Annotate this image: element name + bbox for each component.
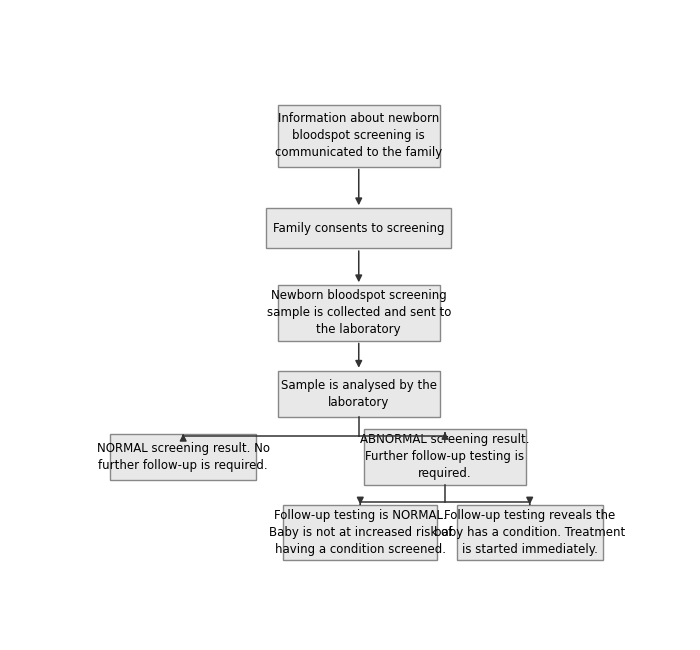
FancyBboxPatch shape [456,504,603,560]
Text: Follow-up testing is NORMAL.
Baby is not at increased risk of
having a condition: Follow-up testing is NORMAL. Baby is not… [269,509,452,556]
FancyBboxPatch shape [278,285,440,341]
Text: ABNORMAL screening result.
Further follow-up testing is
required.: ABNORMAL screening result. Further follo… [360,434,530,480]
Text: Information about newborn
bloodspot screening is
communicated to the family: Information about newborn bloodspot scre… [275,112,442,159]
Text: Follow-up testing reveals the
baby has a condition. Treatment
is started immedia: Follow-up testing reveals the baby has a… [434,509,625,556]
Text: NORMAL screening result. No
further follow-up is required.: NORMAL screening result. No further foll… [97,442,270,472]
FancyBboxPatch shape [110,434,256,480]
FancyBboxPatch shape [284,504,438,560]
FancyBboxPatch shape [278,105,440,166]
FancyBboxPatch shape [278,370,440,417]
Text: Newborn bloodspot screening
sample is collected and sent to
the laboratory: Newborn bloodspot screening sample is co… [267,289,451,336]
Text: Family consents to screening: Family consents to screening [273,222,444,235]
FancyBboxPatch shape [364,429,526,484]
Text: Sample is analysed by the
laboratory: Sample is analysed by the laboratory [281,379,437,409]
FancyBboxPatch shape [266,208,452,248]
